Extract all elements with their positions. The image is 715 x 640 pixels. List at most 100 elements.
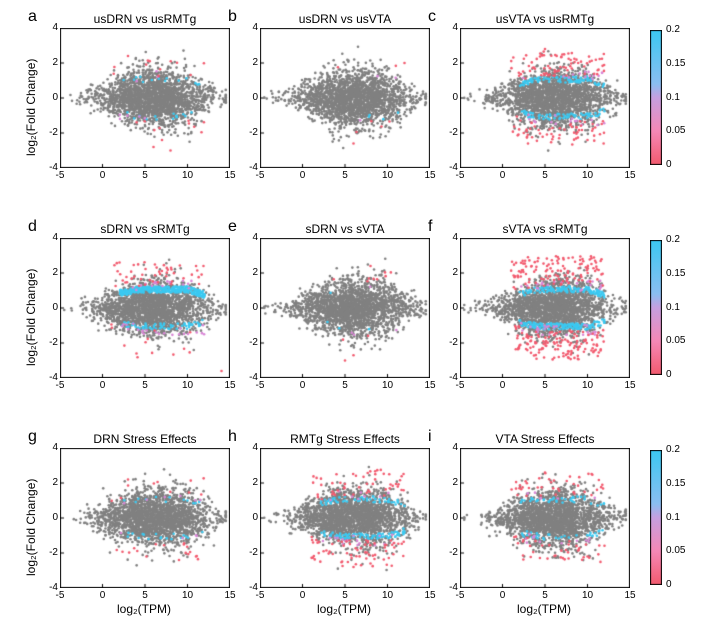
- panel-letter: d: [28, 218, 37, 236]
- panel-g: [60, 448, 230, 588]
- ma-plot-canvas: [260, 238, 430, 378]
- ytick-label: -2: [242, 547, 258, 558]
- ytick-label: -2: [42, 337, 58, 348]
- xtick-label: 0: [95, 590, 111, 601]
- colorbar-tick-label: 0.1: [666, 302, 680, 313]
- ma-plot-canvas: [260, 448, 430, 588]
- ytick-label: 4: [242, 442, 258, 453]
- colorbar-tick-label: 0.15: [666, 268, 685, 279]
- xtick-label: 15: [622, 170, 638, 181]
- ytick-label: 4: [242, 22, 258, 33]
- panel-letter: b: [228, 8, 237, 26]
- panel-b: [260, 28, 430, 168]
- colorbar-tick-label: 0.05: [666, 335, 685, 346]
- ytick-label: 0: [42, 512, 58, 523]
- ytick-label: -2: [242, 337, 258, 348]
- xtick-label: 5: [537, 380, 553, 391]
- ytick-label: -4: [242, 582, 258, 593]
- colorbar-canvas: [650, 240, 662, 375]
- ytick-label: -2: [242, 127, 258, 138]
- colorbar-tick-label: 0: [666, 369, 672, 380]
- xtick-label: 0: [95, 380, 111, 391]
- x-axis-label: log₂(TPM): [317, 602, 371, 616]
- ma-plot-canvas: [60, 448, 230, 588]
- ytick-label: 4: [42, 22, 58, 33]
- xtick-label: 0: [95, 170, 111, 181]
- ma-plot-canvas: [460, 448, 630, 588]
- panel-a: [60, 28, 230, 168]
- ytick-label: -4: [42, 162, 58, 173]
- ytick-label: 4: [442, 232, 458, 243]
- xtick-label: 0: [495, 380, 511, 391]
- colorbar-tick-label: 0.15: [666, 58, 685, 69]
- xtick-label: 5: [337, 590, 353, 601]
- ytick-label: 2: [442, 267, 458, 278]
- colorbar-canvas: [650, 450, 662, 585]
- ytick-label: 0: [442, 92, 458, 103]
- xtick-label: 10: [180, 380, 196, 391]
- ytick-label: 4: [242, 232, 258, 243]
- panel-title: usVTA vs usRMTg: [460, 12, 630, 26]
- panel-letter: g: [28, 428, 37, 446]
- ytick-label: 2: [42, 477, 58, 488]
- xtick-label: 15: [622, 590, 638, 601]
- panel-f: [460, 238, 630, 378]
- y-axis-label: log₂(Fold Change): [24, 479, 38, 576]
- xtick-label: 10: [580, 170, 596, 181]
- colorbar-tick-label: 0: [666, 159, 672, 170]
- colorbar-tick-label: 0.1: [666, 92, 680, 103]
- panel-letter: c: [428, 8, 436, 26]
- xtick-label: 5: [137, 380, 153, 391]
- xtick-label: 0: [295, 590, 311, 601]
- xtick-label: 0: [495, 590, 511, 601]
- panel-letter: f: [428, 218, 432, 236]
- xtick-label: 5: [337, 380, 353, 391]
- colorbar-canvas: [650, 30, 662, 165]
- ytick-label: -4: [442, 582, 458, 593]
- panel-letter: h: [228, 428, 237, 446]
- y-axis-label: log₂(Fold Change): [24, 59, 38, 156]
- panel-title: usDRN vs usRMTg: [60, 12, 230, 26]
- ytick-label: -2: [442, 547, 458, 558]
- colorbar-tick-label: 0.05: [666, 125, 685, 136]
- panel-e: [260, 238, 430, 378]
- panel-letter: e: [228, 218, 237, 236]
- xtick-label: 10: [380, 380, 396, 391]
- ytick-label: -4: [42, 582, 58, 593]
- panel-letter: a: [28, 8, 37, 26]
- ytick-label: 4: [42, 442, 58, 453]
- ytick-label: 4: [442, 442, 458, 453]
- ma-plot-canvas: [460, 238, 630, 378]
- colorbar-tick-label: 0.2: [666, 444, 680, 455]
- xtick-label: 15: [422, 170, 438, 181]
- ytick-label: -4: [242, 162, 258, 173]
- panel-title: usDRN vs usVTA: [260, 12, 430, 26]
- xtick-label: 10: [180, 590, 196, 601]
- ytick-label: -4: [442, 162, 458, 173]
- xtick-label: 15: [222, 380, 238, 391]
- colorbar: 00.050.10.150.2: [650, 240, 702, 375]
- xtick-label: 10: [380, 170, 396, 181]
- ytick-label: -2: [42, 127, 58, 138]
- xtick-label: 15: [622, 380, 638, 391]
- xtick-label: 10: [580, 380, 596, 391]
- ytick-label: 0: [442, 302, 458, 313]
- colorbar-tick-label: 0.05: [666, 545, 685, 556]
- ma-plot-canvas: [260, 28, 430, 168]
- panel-d: [60, 238, 230, 378]
- panel-title: RMTg Stress Effects: [260, 432, 430, 446]
- ytick-label: 2: [42, 57, 58, 68]
- xtick-label: 5: [337, 170, 353, 181]
- ytick-label: 0: [242, 512, 258, 523]
- panel-h: [260, 448, 430, 588]
- xtick-label: 10: [180, 170, 196, 181]
- xtick-label: 15: [422, 590, 438, 601]
- ytick-label: -4: [242, 372, 258, 383]
- ytick-label: 2: [42, 267, 58, 278]
- colorbar-tick-label: 0.15: [666, 478, 685, 489]
- x-axis-label: log₂(TPM): [117, 602, 171, 616]
- panel-title: sDRN vs sRMTg: [60, 222, 230, 236]
- panel-i: [460, 448, 630, 588]
- figure-root: -5051015-4-2024usDRN vs usRMTgalog₂(Fold…: [0, 0, 715, 640]
- xtick-label: 5: [537, 170, 553, 181]
